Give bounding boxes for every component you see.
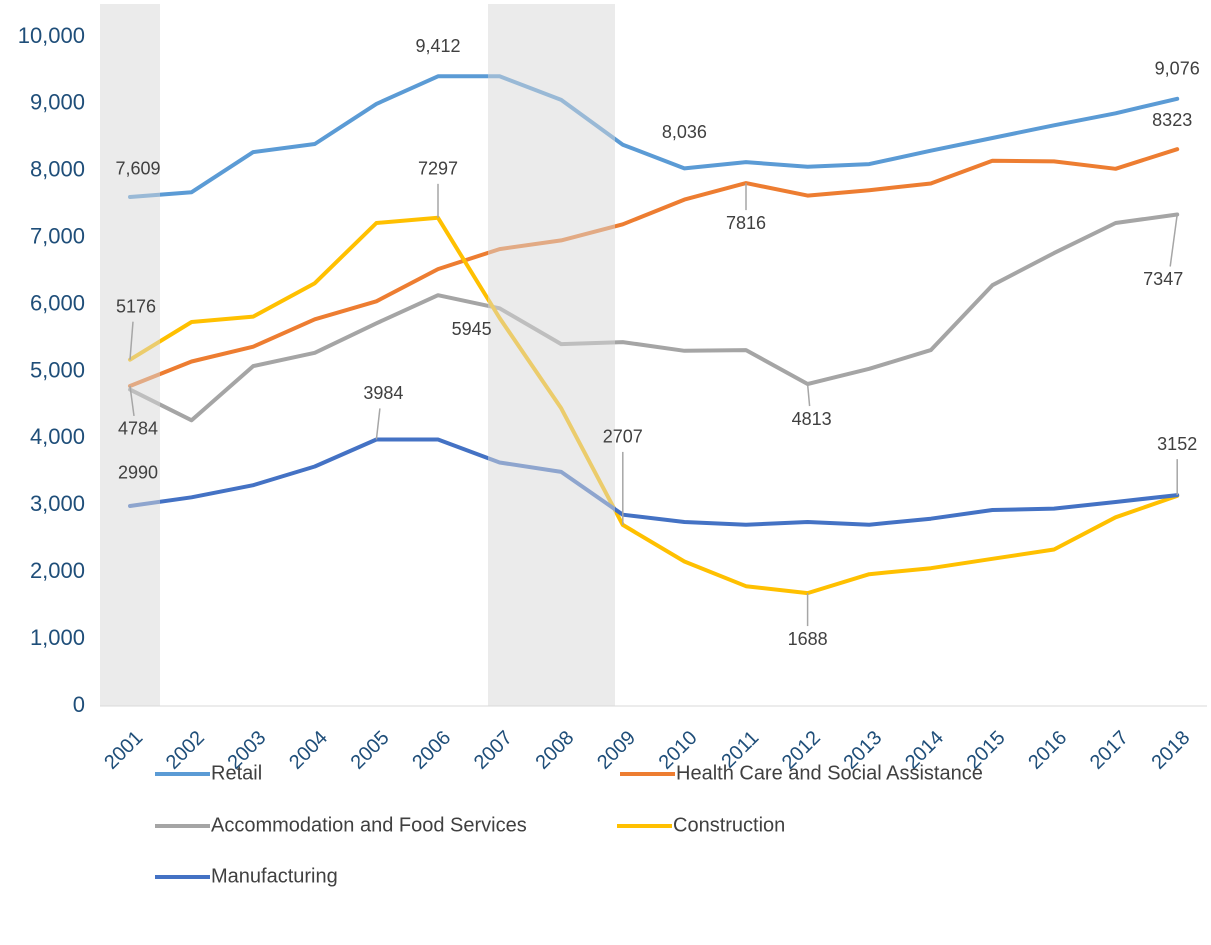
- legend-label: Health Care and Social Assistance: [676, 762, 983, 784]
- y-tick-label: 6,000: [30, 290, 85, 315]
- shaded-band: [488, 4, 615, 706]
- data-label: 3984: [363, 383, 403, 403]
- y-tick-label: 8,000: [30, 157, 85, 182]
- leader-line: [1169, 214, 1178, 267]
- data-label: 7347: [1143, 269, 1183, 289]
- data-label: 2707: [603, 427, 643, 447]
- data-label: 5176: [116, 296, 156, 316]
- y-tick-label: 5,000: [30, 357, 85, 382]
- x-tick-label: 2001: [100, 727, 147, 774]
- y-tick-label: 3,000: [30, 491, 85, 516]
- x-tick-label: 2007: [470, 727, 517, 774]
- x-tick-label: 2017: [1086, 727, 1133, 774]
- series-line: [128, 437, 1180, 527]
- series-line: [128, 215, 1180, 596]
- data-label: 7297: [418, 159, 458, 179]
- leader-line: [375, 408, 381, 440]
- x-tick-label: 2008: [531, 727, 578, 774]
- x-tick-label: 2004: [285, 727, 332, 774]
- x-tick-label: 2018: [1147, 727, 1194, 774]
- data-label: 7816: [726, 213, 766, 233]
- y-tick-label: 10,000: [18, 23, 85, 48]
- legend-label: Accommodation and Food Services: [211, 814, 527, 836]
- y-tick-label: 4,000: [30, 424, 85, 449]
- y-tick-label: 0: [73, 692, 85, 717]
- y-tick-label: 7,000: [30, 224, 85, 249]
- data-label: 5945: [452, 319, 492, 339]
- series-line: [128, 212, 1180, 423]
- data-label: 2990: [118, 463, 158, 483]
- series-line: [128, 147, 1180, 388]
- x-tick-label: 2005: [347, 727, 394, 774]
- data-label: 7,609: [115, 159, 160, 179]
- legend-label: Manufacturing: [211, 865, 338, 887]
- y-tick-label: 2,000: [30, 558, 85, 583]
- x-tick-label: 2002: [162, 727, 209, 774]
- leader-line: [129, 385, 135, 417]
- data-label: 8,036: [662, 122, 707, 142]
- data-label: 9,412: [415, 36, 460, 56]
- data-label: 3152: [1157, 434, 1197, 454]
- legend-label: Retail: [211, 762, 262, 784]
- data-label: 9,076: [1155, 59, 1200, 79]
- legend-label: Construction: [673, 814, 785, 836]
- y-tick-label: 1,000: [30, 625, 85, 650]
- data-label: 4784: [118, 419, 158, 439]
- data-label: 1688: [788, 629, 828, 649]
- x-tick-label: 2006: [408, 727, 455, 774]
- series-line: [128, 74, 1180, 199]
- leader-line: [806, 383, 811, 407]
- x-tick-label: 2016: [1024, 727, 1071, 774]
- y-tick-label: 9,000: [30, 90, 85, 115]
- x-tick-label: 2009: [593, 727, 640, 774]
- data-label: 8323: [1152, 110, 1192, 130]
- leader-line: [129, 321, 134, 360]
- data-label: 4813: [792, 409, 832, 429]
